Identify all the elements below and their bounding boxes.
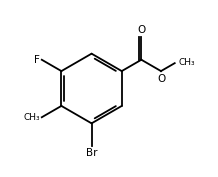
Text: CH₃: CH₃ [178,58,195,67]
Text: O: O [137,25,145,35]
Text: CH₃: CH₃ [23,113,40,122]
Text: O: O [158,74,166,84]
Text: F: F [34,55,40,65]
Text: Br: Br [86,148,97,158]
